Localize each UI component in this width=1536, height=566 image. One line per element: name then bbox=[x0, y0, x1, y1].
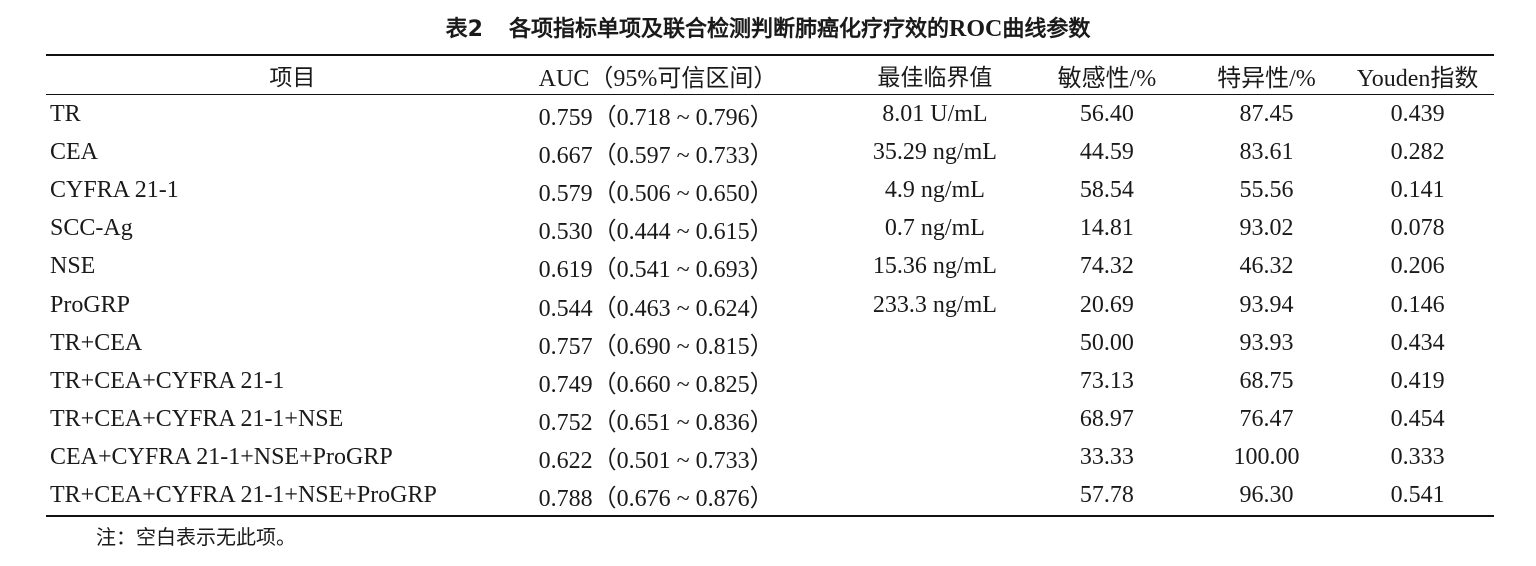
table-row: TR+CEA+CYFRA 21-1 0.749（0.660 ~ 0.825） 73.… bbox=[46, 362, 1494, 400]
cell-sensitivity: 56.40 bbox=[1079, 100, 1134, 127]
cell-specificity: 87.45 bbox=[1239, 100, 1294, 127]
cell-cutoff bbox=[848, 362, 1023, 400]
title-roc: ROC bbox=[948, 16, 1003, 42]
cell-specificity: 93.93 bbox=[1239, 329, 1294, 356]
cell-sensitivity: 74.32 bbox=[1079, 253, 1134, 280]
cell-specificity: 46.32 bbox=[1239, 253, 1294, 280]
cell-sensitivity: 73.13 bbox=[1079, 367, 1134, 394]
cell-specificity: 100.00 bbox=[1233, 444, 1300, 471]
cell-auc: 0.759（0.718 ~ 0.796） bbox=[538, 104, 774, 131]
cell-specificity: 96.30 bbox=[1239, 482, 1294, 509]
header-row: 项目 AUC（95%可信区间） 最佳临界值 敏感性/% 特异性/% Youden… bbox=[46, 55, 1494, 95]
cell-sensitivity: 68.97 bbox=[1079, 406, 1134, 433]
cell-item: TR+CEA+CYFRA 21-1+NSE+ProGRP bbox=[50, 482, 437, 509]
cell-specificity: 83.61 bbox=[1239, 138, 1294, 165]
cell-sensitivity: 33.33 bbox=[1079, 444, 1134, 471]
cell-item: CYFRA 21-1 bbox=[50, 176, 179, 203]
table-row: SCC-Ag 0.530（0.444 ~ 0.615） 0.7 ng/mL 14.81… bbox=[46, 210, 1494, 248]
cell-auc: 0.757（0.690 ~ 0.815） bbox=[538, 333, 774, 360]
cell-youden: 0.333 bbox=[1390, 444, 1445, 471]
cell-item: ProGRP bbox=[50, 291, 131, 318]
title-text-before: 各项指标单项及联合检测判断肺癌化疗疗效的 bbox=[508, 17, 949, 42]
table-row: CYFRA 21-1 0.579（0.506 ~ 0.650） 4.9 ng/mL 5… bbox=[46, 171, 1494, 209]
table-row: TR+CEA+CYFRA 21-1+NSE 0.752（0.651 ~ 0.836… bbox=[46, 401, 1494, 439]
cell-auc: 0.667（0.597 ~ 0.733） bbox=[538, 142, 774, 169]
cell-auc: 0.788（0.676 ~ 0.876） bbox=[538, 486, 774, 513]
cell-cutoff bbox=[848, 324, 1023, 362]
cell-cutoff: 4.9 ng/mL bbox=[884, 176, 985, 203]
cell-cutoff bbox=[848, 477, 1023, 516]
cell-specificity: 76.47 bbox=[1239, 406, 1294, 433]
cell-auc: 0.579（0.506 ~ 0.650） bbox=[538, 180, 774, 207]
cell-youden: 0.282 bbox=[1390, 138, 1445, 165]
cell-cutoff: 0.7 ng/mL bbox=[884, 215, 985, 242]
cell-sensitivity: 58.54 bbox=[1079, 176, 1134, 203]
cell-sensitivity: 44.59 bbox=[1079, 138, 1134, 165]
table-row: TR+CEA 0.757（0.690 ~ 0.815） 50.00 93.93 0.43… bbox=[46, 324, 1494, 362]
cell-youden: 0.146 bbox=[1390, 291, 1445, 318]
cell-item: TR bbox=[50, 100, 81, 127]
table-row: NSE 0.619（0.541 ~ 0.693） 15.36 ng/mL 74.32 4… bbox=[46, 248, 1494, 286]
cell-cutoff: 35.29 ng/mL bbox=[872, 138, 997, 165]
table-row: TR+CEA+CYFRA 21-1+NSE+ProGRP 0.788（0.676 … bbox=[46, 477, 1494, 517]
table-row: CEA 0.667（0.597 ~ 0.733） 35.29 ng/mL 44.59 8… bbox=[46, 133, 1494, 171]
cell-sensitivity: 50.00 bbox=[1079, 329, 1134, 356]
table-number: 表2 bbox=[445, 17, 483, 42]
table-title: 表2 各项指标单项及联合检测判断肺癌化疗疗效的ROC曲线参数 bbox=[0, 14, 1536, 45]
cell-item: CEA bbox=[50, 138, 98, 165]
table-row: ProGRP 0.544（0.463 ~ 0.624） 233.3 ng/mL 20.… bbox=[46, 286, 1494, 324]
table-body: TR 0.759（0.718 ~ 0.796） 8.01 U/mL 56.40 87.4… bbox=[46, 95, 1494, 517]
cell-item: NSE bbox=[50, 253, 96, 280]
cell-auc: 0.544（0.463 ~ 0.624） bbox=[538, 295, 774, 322]
cell-specificity: 93.02 bbox=[1239, 215, 1294, 242]
cell-auc: 0.749（0.660 ~ 0.825） bbox=[538, 371, 774, 398]
table-note: 注：空白表示无此项。 bbox=[96, 525, 296, 549]
cell-cutoff: 8.01 U/mL bbox=[882, 100, 988, 127]
cell-cutoff: 15.36 ng/mL bbox=[872, 253, 997, 280]
cell-youden: 0.078 bbox=[1390, 215, 1445, 242]
cell-youden: 0.206 bbox=[1390, 253, 1445, 280]
cell-youden: 0.434 bbox=[1390, 329, 1445, 356]
header-youden: Youden指数 bbox=[1356, 65, 1479, 92]
cell-youden: 0.541 bbox=[1390, 482, 1445, 509]
cell-youden: 0.419 bbox=[1390, 367, 1445, 394]
cell-auc: 0.619（0.541 ~ 0.693） bbox=[538, 257, 774, 284]
cell-cutoff: 233.3 ng/mL bbox=[872, 291, 997, 318]
cell-specificity: 68.75 bbox=[1239, 367, 1294, 394]
cell-item: TR+CEA+CYFRA 21-1+NSE bbox=[50, 406, 344, 433]
cell-cutoff bbox=[848, 401, 1023, 439]
cell-auc: 0.530（0.444 ~ 0.615） bbox=[538, 219, 774, 246]
roc-parameters-table: 项目 AUC（95%可信区间） 最佳临界值 敏感性/% 特异性/% Youden… bbox=[46, 54, 1494, 517]
cell-item: SCC-Ag bbox=[50, 215, 133, 242]
cell-item: CEA+CYFRA 21-1+NSE+ProGRP bbox=[50, 444, 393, 471]
cell-sensitivity: 57.78 bbox=[1079, 482, 1134, 509]
cell-auc: 0.752（0.651 ~ 0.836） bbox=[538, 410, 774, 437]
table-row: TR 0.759（0.718 ~ 0.796） 8.01 U/mL 56.40 87.4… bbox=[46, 95, 1494, 134]
cell-cutoff bbox=[848, 439, 1023, 477]
cell-sensitivity: 20.69 bbox=[1079, 291, 1134, 318]
cell-youden: 0.141 bbox=[1390, 176, 1445, 203]
table-row: CEA+CYFRA 21-1+NSE+ProGRP 0.622（0.501 ~ 0… bbox=[46, 439, 1494, 477]
cell-specificity: 93.94 bbox=[1239, 291, 1294, 318]
cell-item: TR+CEA bbox=[50, 329, 143, 356]
cell-sensitivity: 14.81 bbox=[1079, 215, 1134, 242]
cell-specificity: 55.56 bbox=[1239, 176, 1294, 203]
header-specificity: 特异性/% bbox=[1217, 65, 1316, 92]
title-text-after: 曲线参数 bbox=[1002, 17, 1091, 42]
header-auc: AUC（95%可信区间） bbox=[538, 65, 778, 92]
cell-item: TR+CEA+CYFRA 21-1 bbox=[50, 367, 285, 394]
cell-youden: 0.439 bbox=[1390, 100, 1445, 127]
cell-auc: 0.622（0.501 ~ 0.733） bbox=[538, 448, 774, 475]
header-item: 项目 bbox=[269, 65, 316, 91]
cell-youden: 0.454 bbox=[1390, 406, 1445, 433]
header-sensitivity: 敏感性/% bbox=[1057, 65, 1157, 92]
header-cutoff: 最佳临界值 bbox=[877, 65, 993, 91]
